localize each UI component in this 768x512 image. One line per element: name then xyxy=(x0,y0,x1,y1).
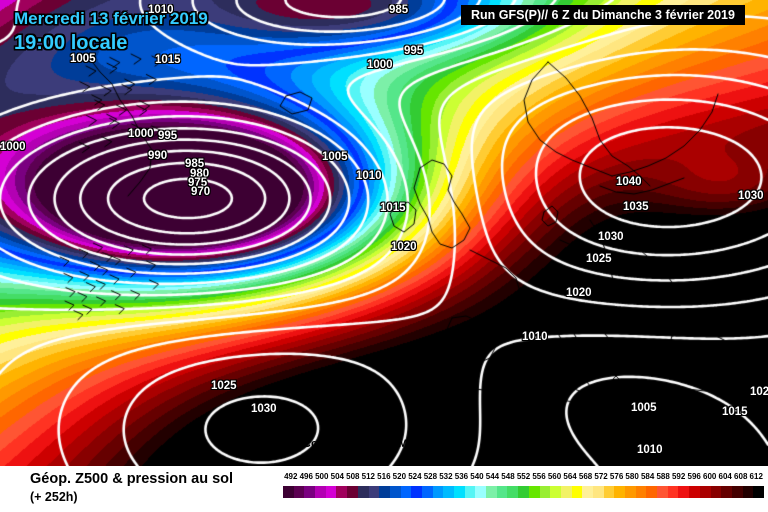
colorbar-swatch xyxy=(753,486,764,498)
map-date-label: Mercredi 13 février 2019 xyxy=(14,9,208,28)
colorbar xyxy=(283,486,764,498)
weather-map[interactable]: Mercredi 13 février 2019 19:00 locale Ru… xyxy=(0,0,768,466)
colorbar-swatch xyxy=(432,486,444,498)
colorbar-swatch xyxy=(507,486,519,498)
colorbar-swatch xyxy=(635,486,647,498)
colorbar-swatch xyxy=(325,486,337,498)
colorbar-swatch xyxy=(614,486,625,498)
colorbar-swatch xyxy=(539,486,551,498)
colorbar-tick: 560 xyxy=(547,472,562,481)
colorbar-swatch xyxy=(347,486,358,498)
colorbar-swatch xyxy=(454,486,465,498)
colorbar-tick: 536 xyxy=(454,472,469,481)
colorbar-tick: 528 xyxy=(423,472,438,481)
colorbar-tick: 532 xyxy=(439,472,453,481)
colorbar-tick: 544 xyxy=(485,472,500,481)
colorbar-tick: 592 xyxy=(671,472,686,481)
colorbar-swatch xyxy=(582,486,593,498)
colorbar-swatch xyxy=(518,486,529,498)
colorbar-swatch xyxy=(443,486,454,498)
colorbar-swatch xyxy=(389,486,401,498)
colorbar-swatch xyxy=(571,486,583,498)
colorbar-swatch xyxy=(475,486,487,498)
colorbar-tick: 552 xyxy=(516,472,531,481)
colorbar-swatch xyxy=(304,486,316,498)
colorbar-swatch xyxy=(496,486,508,498)
colorbar-swatch xyxy=(678,486,690,498)
colorbar-swatch xyxy=(368,486,380,498)
colorbar-swatch xyxy=(293,486,305,498)
colorbar-tick: 568 xyxy=(578,472,593,481)
colorbar-swatch xyxy=(710,486,722,498)
colorbar-swatch xyxy=(550,486,561,498)
colorbar-swatch xyxy=(742,486,754,498)
colorbar-swatch xyxy=(336,486,348,498)
colorbar-tick: 516 xyxy=(377,472,391,481)
colorbar-swatch xyxy=(731,486,743,498)
colorbar-tick: 556 xyxy=(532,472,546,481)
colorbar-tick: 604 xyxy=(718,472,732,481)
colorbar-swatch xyxy=(411,486,422,498)
colorbar-tick: 612 xyxy=(749,472,763,481)
colorbar-tick: 520 xyxy=(392,472,407,481)
colorbar-tick: 608 xyxy=(734,472,748,481)
colorbar-tick: 596 xyxy=(687,472,701,481)
colorbar-tick: 572 xyxy=(594,472,608,481)
colorbar-tick-labels: 492 496 500 504 508 512 516 520 524 528 532 536 540 5… xyxy=(277,472,768,485)
colorbar-swatch xyxy=(657,486,668,498)
colorbar-swatch xyxy=(357,486,369,498)
colorbar-tick: 600 xyxy=(703,472,717,481)
colorbar-swatch xyxy=(486,486,497,498)
colorbar-swatch xyxy=(689,486,700,498)
colorbar-swatch xyxy=(283,486,294,498)
colorbar-tick: 504 xyxy=(330,472,344,481)
colorbar-swatch xyxy=(315,486,326,498)
colorbar-swatch xyxy=(625,486,636,498)
colorbar-tick: 492 xyxy=(284,472,298,481)
colorbar-tick: 512 xyxy=(361,472,376,481)
colorbar-swatch xyxy=(592,486,604,498)
colorbar-tick: 524 xyxy=(408,472,422,481)
legend-footer: Géop. Z500 & pression au sol (+ 252h) 49… xyxy=(0,466,768,512)
map-time-label: 19:00 locale xyxy=(14,32,128,54)
copyright-notice: Copyright © 2019 Meteociel.fr xyxy=(303,438,461,450)
legend-title: Géop. Z500 & pression au sol xyxy=(30,471,234,487)
colorbar-tick: 576 xyxy=(609,472,624,481)
legend-forecast-hour: (+ 252h) xyxy=(30,490,78,504)
colorbar-tick: 580 xyxy=(625,472,639,481)
colorbar-swatch xyxy=(667,486,679,498)
colorbar-swatch xyxy=(421,486,433,498)
colorbar-swatch xyxy=(400,486,412,498)
model-run-label: Run GFS(P)// 6 Z du Dimanche 3 février 2… xyxy=(461,5,745,25)
map-canvas[interactable] xyxy=(0,0,768,466)
colorbar-swatch xyxy=(699,486,711,498)
colorbar-swatch xyxy=(560,486,572,498)
colorbar-swatch xyxy=(528,486,540,498)
colorbar-swatch xyxy=(603,486,615,498)
colorbar-tick: 508 xyxy=(346,472,360,481)
colorbar-swatch xyxy=(721,486,732,498)
colorbar-tick: 548 xyxy=(501,472,515,481)
colorbar-tick: 564 xyxy=(563,472,577,481)
colorbar-tick: 500 xyxy=(315,472,329,481)
colorbar-tick: 496 xyxy=(299,472,313,481)
colorbar-tick: 588 xyxy=(656,472,670,481)
colorbar-swatch xyxy=(464,486,476,498)
colorbar-tick: 584 xyxy=(640,472,655,481)
colorbar-swatch xyxy=(379,486,390,498)
colorbar-tick: 540 xyxy=(470,472,484,481)
colorbar-swatch xyxy=(646,486,658,498)
